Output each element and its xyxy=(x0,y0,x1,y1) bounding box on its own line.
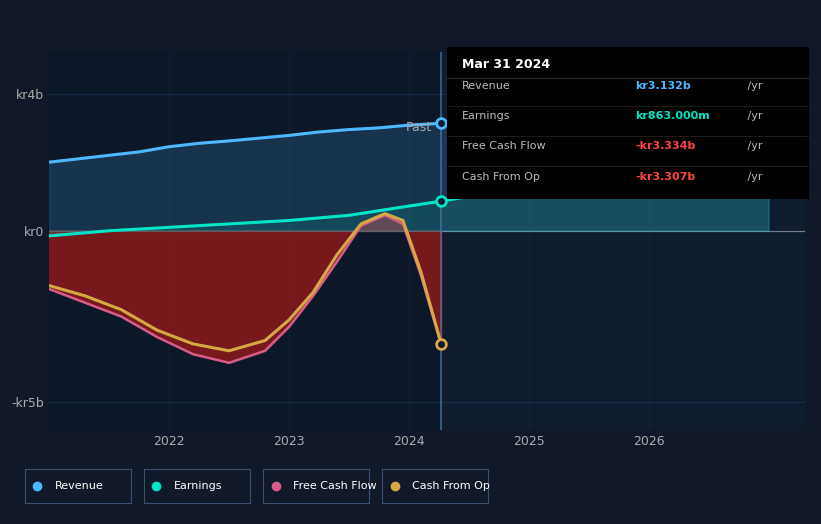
Text: Analysts Forecasts: Analysts Forecasts xyxy=(451,121,567,134)
Text: Revenue: Revenue xyxy=(54,481,103,491)
Text: Past: Past xyxy=(406,121,432,134)
Text: /yr: /yr xyxy=(744,111,762,121)
Text: /yr: /yr xyxy=(744,172,762,182)
Text: Cash From Op: Cash From Op xyxy=(462,172,539,182)
Text: Cash From Op: Cash From Op xyxy=(411,481,489,491)
Bar xyxy=(49,52,442,430)
Text: Earnings: Earnings xyxy=(462,111,511,121)
Text: Revenue: Revenue xyxy=(462,81,511,91)
Text: -kr3.307b: -kr3.307b xyxy=(635,172,695,182)
Text: kr863.000m: kr863.000m xyxy=(635,111,710,121)
Text: kr3.132b: kr3.132b xyxy=(635,81,691,91)
Text: /yr: /yr xyxy=(744,141,762,151)
Text: Free Cash Flow: Free Cash Flow xyxy=(292,481,376,491)
Text: Free Cash Flow: Free Cash Flow xyxy=(462,141,545,151)
Text: /yr: /yr xyxy=(744,81,762,91)
Text: Earnings: Earnings xyxy=(173,481,222,491)
Text: Mar 31 2024: Mar 31 2024 xyxy=(462,58,550,71)
Text: -kr3.334b: -kr3.334b xyxy=(635,141,695,151)
